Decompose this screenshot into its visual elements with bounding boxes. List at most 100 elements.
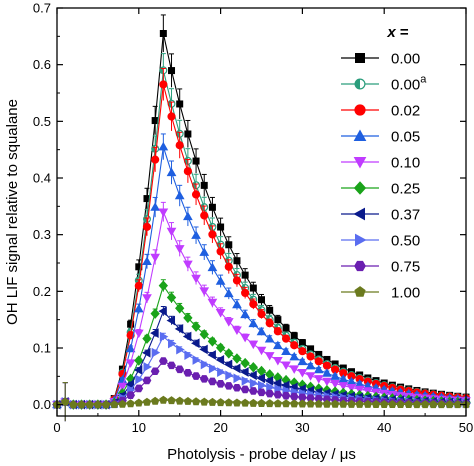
y-tick-label: 0.7 — [33, 1, 51, 16]
data-point — [208, 230, 217, 239]
data-point — [266, 382, 275, 393]
data-point-fill — [355, 79, 360, 89]
data-point — [305, 372, 316, 381]
data-point — [174, 190, 185, 200]
data-point — [232, 353, 242, 364]
data-point — [224, 348, 234, 359]
legend-label-text: 0.10 — [391, 155, 420, 172]
axis-layer: 0 10 20 30 40 50 0.0 0.1 0.2 0.3 0.4 0.5 0.6 0.7 — [33, 1, 473, 436]
data-point — [353, 181, 367, 195]
data-point — [233, 373, 242, 384]
data-point — [281, 399, 291, 408]
data-point — [322, 377, 332, 387]
data-point — [281, 380, 290, 391]
data-point — [347, 399, 356, 408]
data-point — [158, 208, 169, 218]
data-point — [150, 308, 160, 319]
data-point — [199, 375, 209, 383]
data-point — [281, 334, 291, 343]
data-point — [216, 247, 225, 256]
x-axis-label: Photolysis - probe delay / μs — [167, 446, 356, 463]
data-point — [322, 399, 332, 408]
data-point — [134, 281, 143, 290]
data-point — [126, 391, 135, 399]
legend-label: 0.00 — [391, 51, 420, 68]
x-tick-label: 30 — [295, 420, 309, 435]
data-point — [298, 399, 307, 408]
data-point — [216, 379, 225, 388]
data-point — [174, 245, 185, 254]
data-point — [354, 260, 366, 272]
data-point — [265, 399, 274, 408]
data-point — [248, 318, 259, 328]
data-point — [175, 141, 184, 150]
data-point — [125, 343, 136, 353]
legend-label-text: 0.50 — [391, 233, 420, 250]
data-point — [256, 373, 265, 384]
data-point — [191, 190, 201, 199]
data-point — [200, 211, 209, 220]
legend-label: 0.75 — [391, 259, 420, 276]
data-point — [200, 181, 208, 189]
data-point — [346, 384, 357, 393]
data-point — [159, 331, 169, 342]
data-point — [354, 385, 365, 395]
data-point — [241, 271, 249, 279]
legend-label-text: 0.00 — [391, 51, 420, 68]
x-tick-label: 0 — [53, 420, 60, 435]
data-point — [118, 399, 127, 408]
data-point — [150, 367, 160, 376]
data-point — [248, 370, 257, 381]
data-point — [223, 288, 234, 298]
data-point — [142, 222, 152, 231]
data-point — [166, 292, 177, 303]
data-point — [298, 339, 306, 347]
series-1.00 — [52, 382, 471, 422]
legend-item: 0.75 — [341, 259, 420, 276]
data-point — [232, 326, 242, 335]
legend-item: 0.50 — [341, 233, 420, 250]
data-point — [298, 393, 307, 402]
data-point — [272, 357, 283, 366]
data-point — [150, 328, 159, 338]
data-point — [248, 387, 258, 395]
data-point — [184, 350, 193, 360]
data-point — [281, 361, 291, 370]
data-point — [353, 207, 365, 221]
data-point — [200, 359, 210, 370]
data-point — [175, 365, 185, 374]
data-point — [256, 326, 267, 336]
data-point — [183, 312, 193, 324]
data-point — [322, 368, 332, 377]
data-point — [313, 375, 324, 384]
data-point — [168, 67, 176, 75]
data-point — [249, 284, 257, 292]
legend-title-eq: = — [396, 24, 409, 41]
data-point — [256, 346, 267, 356]
data-point — [225, 241, 233, 249]
data-point — [151, 347, 161, 358]
data-point — [208, 363, 218, 374]
data-point — [224, 382, 234, 390]
data-point — [133, 303, 144, 313]
data-point — [338, 382, 349, 391]
data-point — [199, 247, 210, 256]
data-point — [175, 303, 185, 314]
data-point — [168, 338, 177, 349]
data-point — [306, 399, 315, 408]
data-point — [215, 276, 226, 285]
data-point — [216, 398, 225, 407]
legend-item: 0.00a — [341, 74, 427, 94]
data-point — [240, 357, 250, 369]
data-point — [353, 157, 367, 169]
data-point — [141, 347, 151, 358]
data-point — [258, 380, 267, 391]
data-point — [142, 376, 152, 385]
data-point — [167, 396, 176, 405]
data-point — [176, 100, 184, 108]
data-layer — [51, 14, 472, 422]
data-point — [215, 355, 225, 365]
data-point — [150, 253, 161, 263]
legend-label: 0.50 — [391, 233, 420, 250]
data-point — [167, 361, 176, 370]
